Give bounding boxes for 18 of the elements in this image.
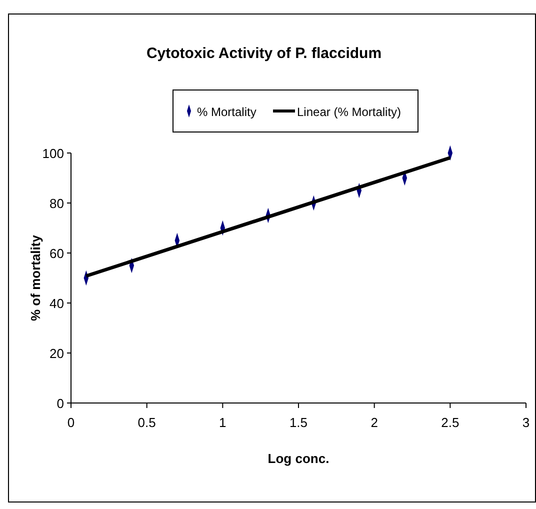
x-tick-label: 3: [522, 415, 530, 430]
x-tick-label: 1: [219, 415, 226, 430]
y-tick-label: 100: [42, 146, 64, 161]
y-tick-label: 60: [50, 246, 64, 261]
x-axis-title: Log conc.: [268, 451, 330, 466]
legend-label: Linear (% Mortality): [297, 105, 402, 119]
x-tick-label: 0.5: [138, 415, 156, 430]
y-axis-title: % of mortality: [28, 234, 43, 321]
x-tick-label: 2.5: [441, 415, 460, 430]
chart-title: Cytotoxic Activity of P. flaccidum: [146, 45, 382, 62]
legend-label: % Mortality: [197, 105, 256, 119]
y-tick-label: 40: [50, 296, 64, 311]
x-tick-label: 0: [67, 415, 75, 430]
x-tick-label: 1.5: [289, 415, 308, 430]
y-tick-label: 80: [50, 196, 64, 211]
y-tick-label: 20: [50, 346, 64, 361]
y-tick-label: 0: [56, 396, 64, 411]
x-tick-label: 2: [370, 415, 378, 430]
